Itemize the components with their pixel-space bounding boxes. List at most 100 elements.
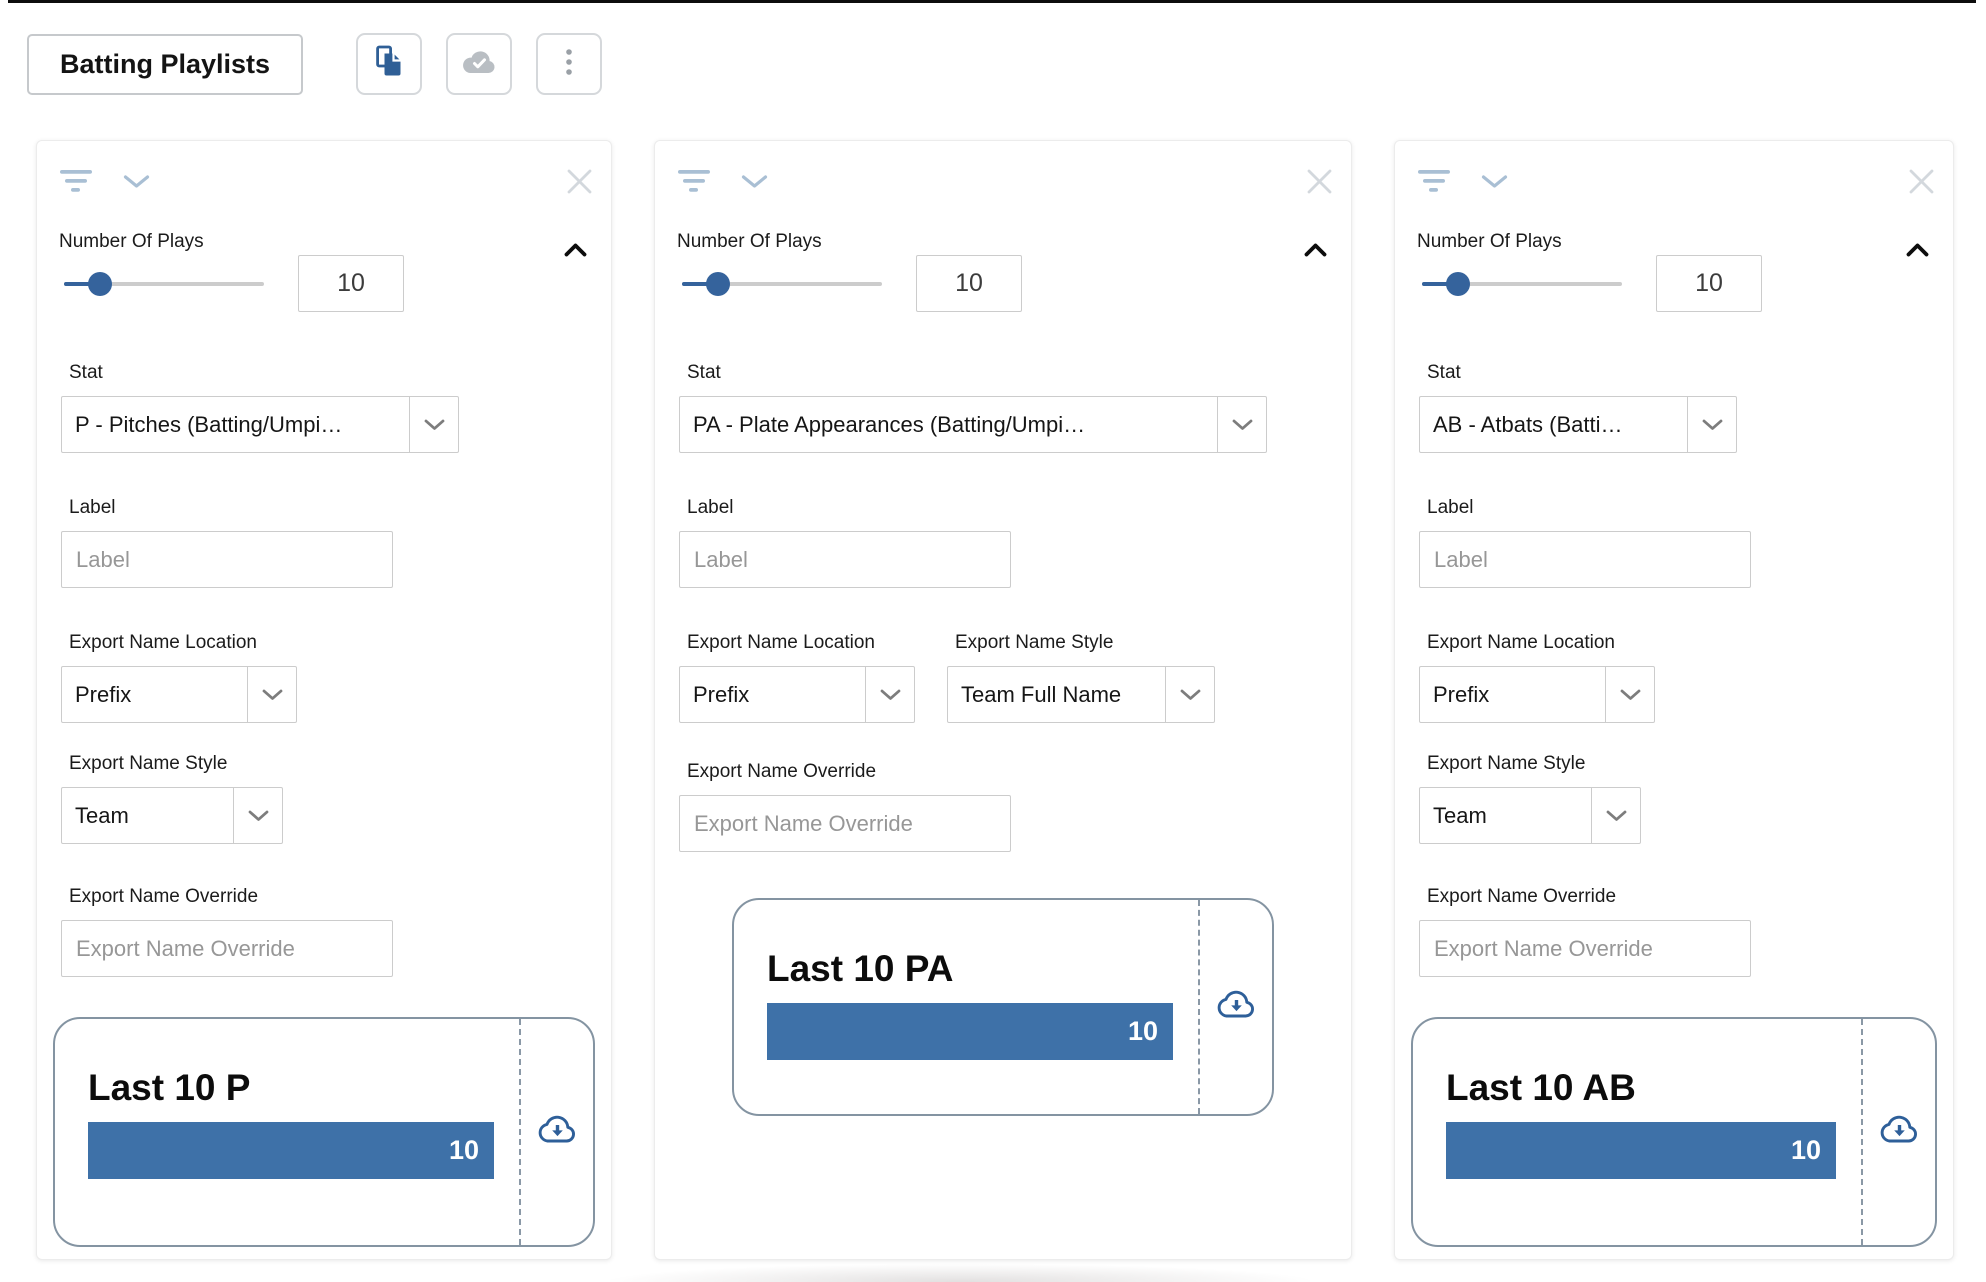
export-name-location-value: Prefix bbox=[680, 667, 866, 722]
slider-thumb[interactable] bbox=[88, 271, 112, 296]
export-name-location-select[interactable]: Prefix bbox=[679, 666, 915, 723]
playlist-title-input[interactable]: Batting Playlists bbox=[27, 33, 303, 95]
cloud-download-icon[interactable] bbox=[1879, 1115, 1920, 1150]
stat-label: Stat bbox=[1427, 362, 1461, 383]
toolbar bbox=[356, 33, 602, 95]
top-border-line bbox=[8, 0, 1976, 3]
dashed-divider bbox=[1861, 1019, 1863, 1245]
export-name-style-label: Export Name Style bbox=[1427, 753, 1586, 774]
preview-clip: Last 10 P 10 bbox=[53, 1017, 595, 1247]
export-name-style-value: Team Full Name bbox=[948, 667, 1166, 722]
playlist-card-atbats: Number Of Plays Stat AB - Atbats (Batti… bbox=[1394, 140, 1954, 1260]
stat-select[interactable]: P - Pitches (Batting/Umpi… bbox=[61, 396, 459, 453]
more-options-button[interactable] bbox=[536, 33, 602, 95]
preview-clip: Last 10 AB 10 bbox=[1411, 1017, 1937, 1247]
preview-clip-bar: 10 bbox=[1446, 1122, 1836, 1179]
collapse-icon[interactable] bbox=[1304, 243, 1327, 262]
chevron-down-icon bbox=[410, 397, 458, 452]
cloud-save-button[interactable] bbox=[446, 33, 512, 95]
preview-clip-title: Last 10 PA bbox=[767, 948, 954, 989]
export-name-style-select[interactable]: Team bbox=[1419, 787, 1641, 844]
export-name-style-value: Team bbox=[1420, 788, 1592, 843]
chevron-down-icon bbox=[1688, 397, 1736, 452]
label-label: Label bbox=[1427, 497, 1474, 518]
filter-icon[interactable] bbox=[677, 168, 711, 200]
playlist-card-pitches: Number Of Plays Stat P - Pitches (Battin… bbox=[36, 140, 612, 1260]
number-of-plays-label: Number Of Plays bbox=[1417, 231, 1562, 252]
preview-clip-title: Last 10 AB bbox=[1446, 1067, 1636, 1108]
export-name-location-label: Export Name Location bbox=[687, 632, 875, 653]
label-label: Label bbox=[69, 497, 116, 518]
slider-thumb[interactable] bbox=[1446, 271, 1470, 296]
close-icon[interactable] bbox=[566, 168, 593, 200]
preview-clip-bar-value: 10 bbox=[448, 1135, 479, 1165]
export-name-style-label: Export Name Style bbox=[955, 632, 1114, 653]
label-input[interactable] bbox=[1419, 531, 1751, 588]
export-name-location-label: Export Name Location bbox=[69, 632, 257, 653]
cloud-download-icon[interactable] bbox=[1216, 990, 1257, 1025]
export-name-style-select[interactable]: Team Full Name bbox=[947, 666, 1215, 723]
preview-clip-bar: 10 bbox=[767, 1003, 1173, 1060]
stat-select-value: P - Pitches (Batting/Umpi… bbox=[62, 397, 410, 452]
stat-select[interactable]: AB - Atbats (Batti… bbox=[1419, 396, 1737, 453]
collapse-icon[interactable] bbox=[564, 243, 587, 262]
cloud-check-icon bbox=[461, 49, 497, 80]
preview-clip-bar: 10 bbox=[88, 1122, 494, 1179]
label-input[interactable] bbox=[61, 531, 393, 588]
export-name-location-select[interactable]: Prefix bbox=[61, 666, 297, 723]
number-of-plays-label: Number Of Plays bbox=[59, 231, 204, 252]
chevron-down-icon[interactable] bbox=[741, 174, 768, 194]
export-name-style-label: Export Name Style bbox=[69, 753, 228, 774]
export-name-override-label: Export Name Override bbox=[1427, 886, 1617, 907]
filter-icon[interactable] bbox=[59, 168, 93, 200]
label-input[interactable] bbox=[679, 531, 1011, 588]
chevron-down-icon bbox=[1606, 667, 1654, 722]
dashed-divider bbox=[519, 1019, 521, 1245]
number-of-plays-input[interactable] bbox=[298, 255, 404, 312]
stat-select-value: AB - Atbats (Batti… bbox=[1420, 397, 1688, 452]
label-label: Label bbox=[687, 497, 734, 518]
stat-select[interactable]: PA - Plate Appearances (Batting/Umpi… bbox=[679, 396, 1267, 453]
stat-select-value: PA - Plate Appearances (Batting/Umpi… bbox=[680, 397, 1218, 452]
filter-icon[interactable] bbox=[1417, 168, 1451, 200]
export-name-override-label: Export Name Override bbox=[687, 761, 877, 782]
copy-button[interactable] bbox=[356, 33, 422, 95]
preview-clip-title: Last 10 P bbox=[88, 1067, 251, 1108]
slider-thumb[interactable] bbox=[706, 271, 730, 296]
stat-label: Stat bbox=[69, 362, 103, 383]
chevron-down-icon bbox=[1592, 788, 1640, 843]
export-name-style-value: Team bbox=[62, 788, 234, 843]
export-name-location-label: Export Name Location bbox=[1427, 632, 1615, 653]
number-of-plays-input[interactable] bbox=[1656, 255, 1762, 312]
chevron-down-icon bbox=[234, 788, 282, 843]
chevron-down-icon bbox=[1166, 667, 1214, 722]
playlist-card-plate-appearances: Number Of Plays Stat PA - Plate Appearan… bbox=[654, 140, 1352, 1260]
number-of-plays-label: Number Of Plays bbox=[677, 231, 822, 252]
number-of-plays-input[interactable] bbox=[916, 255, 1022, 312]
export-name-location-value: Prefix bbox=[1420, 667, 1606, 722]
chevron-down-icon[interactable] bbox=[123, 174, 150, 194]
copy-icon bbox=[374, 45, 405, 83]
chevron-down-icon[interactable] bbox=[1481, 174, 1508, 194]
close-icon[interactable] bbox=[1908, 168, 1935, 200]
cloud-download-icon[interactable] bbox=[537, 1115, 578, 1150]
collapse-icon[interactable] bbox=[1906, 243, 1929, 262]
export-name-override-input[interactable] bbox=[61, 920, 393, 977]
export-name-override-input[interactable] bbox=[1419, 920, 1751, 977]
preview-clip-bar-value: 10 bbox=[1790, 1135, 1821, 1165]
number-of-plays-slider[interactable] bbox=[682, 256, 882, 312]
number-of-plays-slider[interactable] bbox=[1422, 256, 1622, 312]
preview-clip: Last 10 PA 10 bbox=[732, 898, 1274, 1116]
preview-clip-bar-value: 10 bbox=[1127, 1016, 1158, 1046]
export-name-override-input[interactable] bbox=[679, 795, 1011, 852]
export-name-location-select[interactable]: Prefix bbox=[1419, 666, 1655, 723]
chevron-down-icon bbox=[866, 667, 914, 722]
chevron-down-icon bbox=[1218, 397, 1266, 452]
export-name-style-select[interactable]: Team bbox=[61, 787, 283, 844]
playlist-cards: Number Of Plays Stat P - Pitches (Battin… bbox=[36, 140, 1954, 1260]
dashed-divider bbox=[1198, 900, 1200, 1114]
page-header: Batting Playlists bbox=[27, 33, 602, 95]
number-of-plays-slider[interactable] bbox=[64, 256, 264, 312]
close-icon[interactable] bbox=[1306, 168, 1333, 200]
kebab-menu-icon bbox=[564, 48, 574, 81]
